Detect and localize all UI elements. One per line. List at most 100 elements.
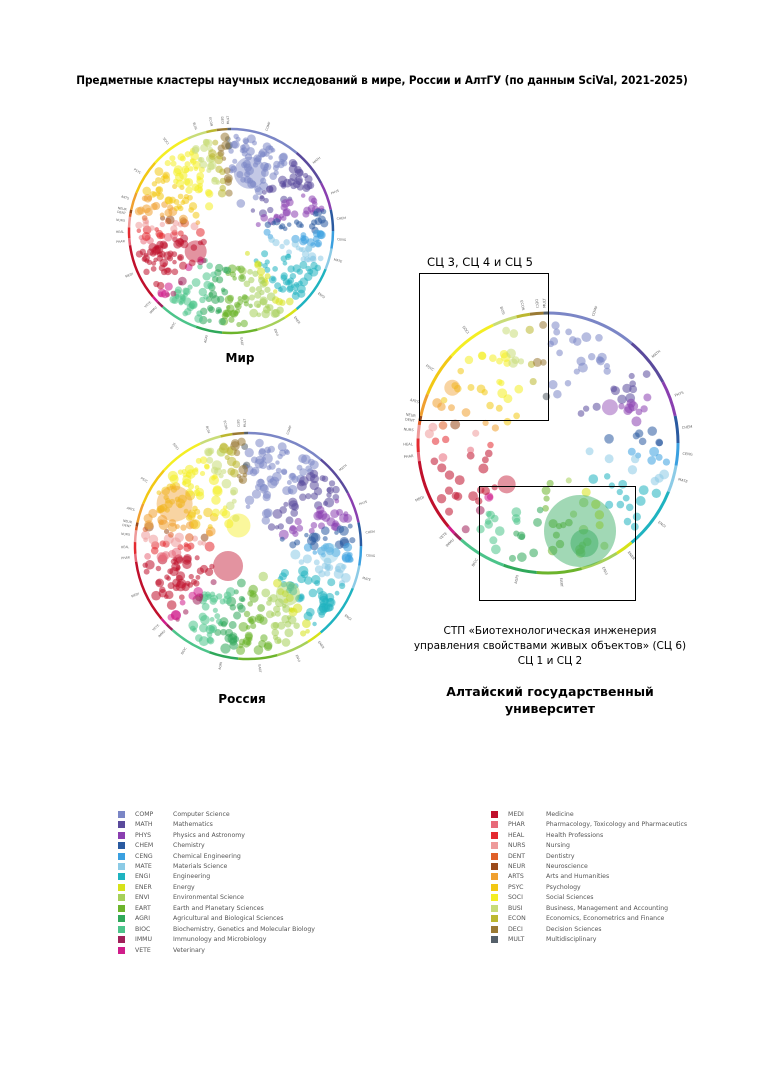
ring-label: VETE: [152, 623, 161, 631]
bubble-chem: [282, 226, 288, 232]
bubble-ener: [283, 598, 289, 604]
bubble-engi: [326, 597, 335, 607]
bubble-medi: [177, 253, 185, 261]
bubble-bioc: [476, 525, 485, 534]
legend-code: SOCI: [508, 894, 523, 902]
bubble-envi: [277, 621, 286, 630]
bubble-engi: [286, 583, 295, 592]
legend-item: ENGI Engineering: [118, 872, 210, 883]
bubble-bioc: [219, 598, 226, 605]
bubble-psyc: [154, 167, 164, 176]
legend-name: Neuroscience: [546, 863, 588, 870]
bubble-envi: [261, 309, 270, 319]
bubble-math: [326, 492, 332, 498]
bubble-ceng: [649, 446, 660, 457]
ring-label: VETE: [439, 531, 449, 541]
legend-item: CHEM Chemistry: [118, 840, 205, 851]
bubble-chem: [308, 223, 316, 230]
ring-label: MULT: [542, 297, 546, 307]
bubble-engi: [334, 590, 340, 596]
bubble-econ: [217, 189, 227, 198]
russia-caption: Россия: [218, 692, 266, 706]
bubble-nurs: [149, 225, 155, 231]
bubble-psyc: [481, 389, 488, 396]
bubble-ener: [254, 260, 262, 268]
legend-name: Environmental Science: [173, 894, 244, 902]
bubble-bioc: [194, 314, 203, 323]
ring-label: CENG: [682, 452, 693, 457]
altsu-note: СТП «Биотехнологическая инженерия управл…: [400, 624, 700, 669]
bubble-agri: [207, 305, 214, 312]
bubble-comp: [268, 462, 276, 470]
bubble-engi: [289, 272, 297, 280]
bubble-comp: [551, 321, 560, 330]
bubble-medi: [430, 457, 439, 466]
bubble-envi: [266, 600, 272, 606]
bubble-soci: [498, 379, 505, 387]
bubble-ceng: [627, 447, 636, 456]
bubble-psyc: [453, 384, 462, 393]
bubble-medi: [436, 493, 447, 504]
bubble-dent: [141, 215, 148, 221]
bubble-agri: [233, 611, 242, 620]
bubble-psyc: [172, 183, 178, 190]
legend-swatch: [491, 863, 498, 870]
bubble-agri: [228, 621, 237, 629]
bubble-busi: [225, 501, 235, 511]
ring-segment-agri: [503, 563, 537, 574]
bubble-eart: [257, 604, 266, 612]
bubble-vete: [157, 291, 164, 297]
bubble-ceng: [324, 542, 334, 553]
bubble-envi: [247, 268, 253, 275]
ring-segment-ener: [284, 308, 298, 319]
bubble-engi: [264, 259, 270, 265]
bubble-deci: [225, 189, 233, 197]
bubble-medi: [143, 268, 150, 276]
bubble-soci: [194, 485, 200, 490]
bubble-math: [288, 159, 297, 168]
ring-label: MATE: [678, 477, 689, 484]
bubble-comp: [249, 468, 258, 477]
ring-segment-chem: [329, 209, 335, 232]
ring-segment-vete: [160, 617, 168, 626]
bubble-immu: [182, 609, 189, 615]
ring-label: PHYS: [359, 500, 368, 507]
legend-code: CHEM: [135, 842, 154, 850]
bubble-arts: [146, 195, 152, 201]
bubble-medi: [163, 594, 169, 600]
bubble-bioc: [212, 607, 218, 613]
bubble-arts: [159, 212, 165, 218]
legend-swatch: [118, 904, 125, 912]
bubble-ceng: [662, 458, 671, 466]
ring-label: IMMU: [157, 629, 166, 639]
ring-segment-immu: [156, 300, 164, 308]
ring-segment-phar: [416, 451, 421, 462]
bubble-math: [283, 501, 289, 507]
bubble-ceng: [315, 241, 321, 247]
bubble-comp: [262, 453, 273, 464]
ring-segment-immu: [165, 623, 174, 631]
bubble-phys: [296, 524, 304, 532]
bubble-eart: [253, 645, 264, 655]
legend-swatch: [491, 831, 498, 839]
bubble-envi: [271, 628, 280, 637]
bubble-mate: [326, 564, 334, 572]
ring-segment-ceng: [358, 545, 363, 566]
bubble-math: [305, 493, 312, 500]
bubble-phar: [156, 552, 167, 562]
legend-code: BUSI: [508, 904, 523, 912]
legend-name: Immunology and Microbiology: [173, 936, 267, 944]
ring-segment-bioc: [171, 629, 210, 654]
bubble-chem: [317, 215, 326, 224]
bubble-ener: [302, 619, 311, 629]
bubble-engi: [605, 500, 614, 509]
bubble-math: [290, 509, 299, 517]
bubble-envi: [582, 537, 592, 547]
bubble-phys: [281, 199, 290, 208]
bubble-phys: [640, 405, 648, 413]
bubble-engi: [297, 284, 306, 294]
bubble-medi: [151, 261, 157, 266]
bubble-medi: [146, 248, 155, 256]
legend-item: PHAR Pharmacology, Toxicology and Pharmac…: [491, 819, 687, 830]
legend-swatch: [491, 842, 498, 850]
